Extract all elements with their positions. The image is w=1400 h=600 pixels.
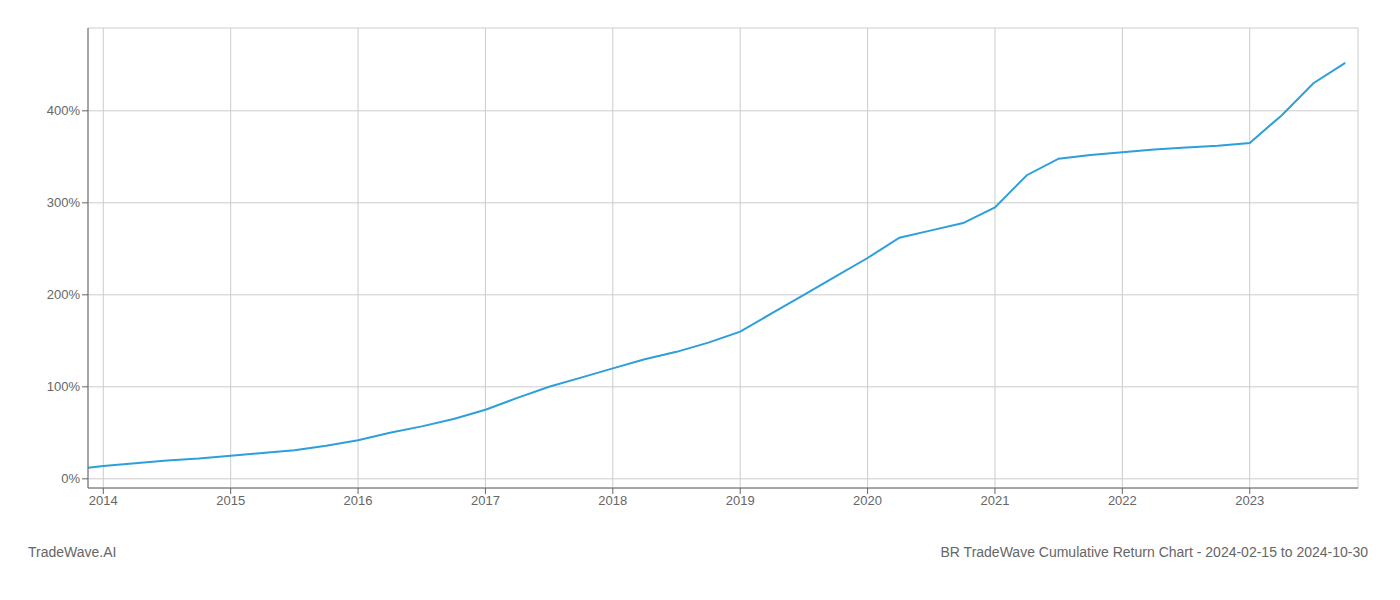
svg-text:100%: 100% — [47, 379, 81, 394]
svg-text:2023: 2023 — [1235, 493, 1264, 508]
svg-text:2021: 2021 — [980, 493, 1009, 508]
svg-text:400%: 400% — [47, 103, 81, 118]
svg-text:2015: 2015 — [216, 493, 245, 508]
svg-text:200%: 200% — [47, 287, 81, 302]
svg-text:2017: 2017 — [471, 493, 500, 508]
svg-text:0%: 0% — [61, 471, 80, 486]
svg-text:2022: 2022 — [1108, 493, 1137, 508]
svg-text:2014: 2014 — [89, 493, 118, 508]
svg-text:2018: 2018 — [598, 493, 627, 508]
html-text:TradeWave.AI: TradeWave.AI — [28, 544, 117, 560]
svg-text:2019: 2019 — [726, 493, 755, 508]
svg-text:300%: 300% — [47, 195, 81, 210]
svg-text:2020: 2020 — [853, 493, 882, 508]
html-text:BR TradeWave Cumulative Return: BR TradeWave Cumulative Return Chart - 2… — [940, 544, 1368, 560]
svg-text:2016: 2016 — [344, 493, 373, 508]
